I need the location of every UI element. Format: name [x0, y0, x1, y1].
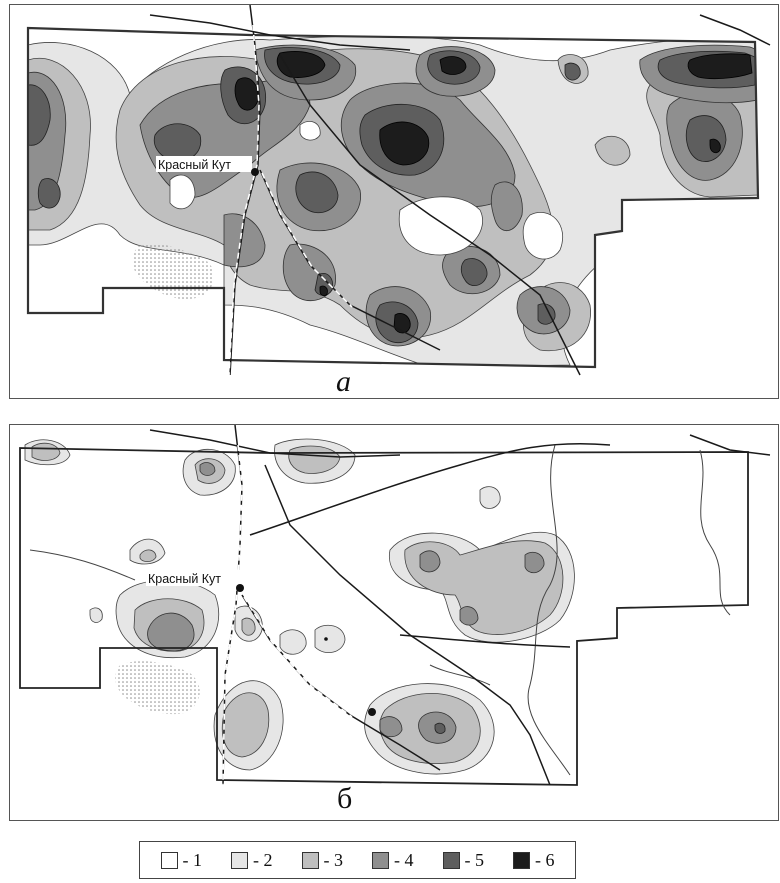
panel-label-a: а	[336, 365, 351, 398]
town-marker-b	[236, 584, 244, 592]
legend-item-1: - 1	[160, 849, 203, 871]
town-label-a: Красный Кут	[158, 158, 231, 172]
density-map-a: Красный Кут	[26, 5, 771, 376]
density-zones-a	[28, 28, 758, 367]
legend-swatch-1	[160, 851, 178, 869]
district-boundary-b	[19, 447, 749, 786]
dotted-area-b	[115, 661, 200, 715]
density-map-b: Красный Кут	[19, 425, 771, 786]
legend-item-2: - 2	[231, 850, 273, 871]
legend-item-5: - 5	[442, 849, 485, 871]
legend-swatch-5	[442, 851, 460, 869]
legend-item-3: - 3	[301, 849, 344, 871]
legend-swatch-3	[301, 851, 319, 869]
town-label-background-b	[146, 570, 242, 586]
legend: - 1 - 2 - 3 - 4 - 5 - 6	[139, 841, 576, 879]
panel-label-b: б	[337, 782, 353, 815]
point-marker-b	[324, 637, 328, 641]
legend-label-3: - 3	[323, 849, 344, 870]
map-panel-b: Красный Кут б	[9, 424, 779, 821]
legend-swatch-2	[231, 851, 248, 869]
legend-item-4: - 4	[372, 850, 414, 871]
legend-label-4: - 4	[394, 849, 414, 870]
dotted-area-a	[132, 243, 215, 300]
town-label-b: Красный Кут	[148, 572, 221, 586]
legend-label-5: - 5	[464, 849, 485, 870]
legend-swatch-4	[372, 851, 389, 869]
rivers-b	[29, 444, 731, 776]
legend-label-6: - 6	[535, 849, 555, 870]
district-boundary-a	[26, 26, 760, 369]
legend-swatch-6	[513, 851, 530, 869]
map-panel-a: Красный Кут а	[9, 4, 779, 399]
town-label-background-a	[156, 156, 252, 172]
railway-a	[228, 24, 353, 376]
legend-label-2: - 2	[253, 849, 273, 870]
legend-label-1: - 1	[182, 849, 203, 870]
settlement-marker-b	[368, 708, 376, 716]
legend-item-6: - 6	[513, 850, 555, 871]
town-marker-a	[251, 168, 259, 176]
